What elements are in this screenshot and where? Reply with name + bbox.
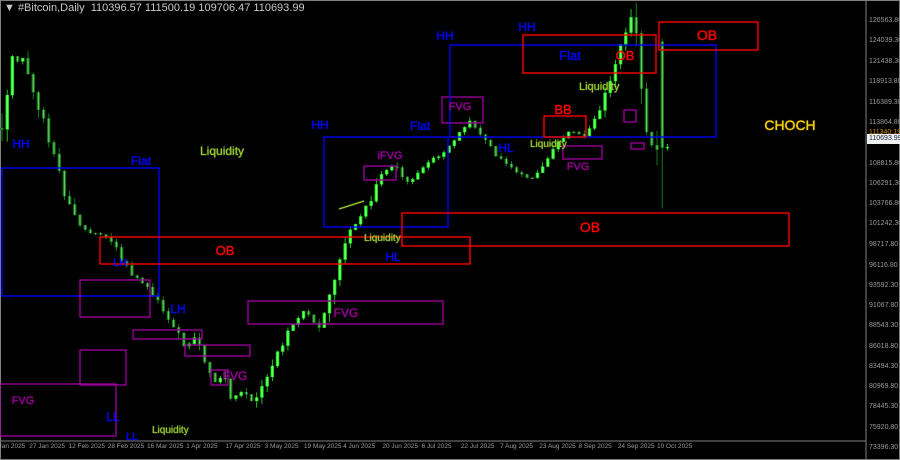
svg-text:Liquidity: Liquidity — [579, 81, 620, 93]
svg-text:LH: LH — [170, 302, 185, 316]
svg-text:OB: OB — [216, 243, 235, 258]
svg-text:Flat: Flat — [559, 48, 581, 63]
svg-text:HH: HH — [518, 20, 535, 34]
svg-text:iFVG: iFVG — [377, 150, 402, 162]
svg-text:OB: OB — [697, 27, 717, 43]
svg-text:LH: LH — [113, 257, 127, 269]
svg-text:HL: HL — [385, 250, 401, 264]
svg-text:BB: BB — [554, 102, 571, 117]
svg-text:OB: OB — [580, 219, 600, 235]
svg-text:HH: HH — [311, 118, 328, 132]
svg-text:HL: HL — [498, 141, 514, 155]
svg-text:FVG: FVG — [12, 395, 35, 407]
svg-text:FVG: FVG — [449, 101, 472, 113]
svg-text:FVG: FVG — [567, 161, 590, 173]
svg-text:Liquidity: Liquidity — [200, 144, 244, 158]
svg-text:FVG: FVG — [223, 369, 248, 383]
svg-text:Liquidity: Liquidity — [364, 233, 401, 244]
svg-text:Flat: Flat — [131, 154, 152, 168]
svg-text:OB: OB — [616, 48, 635, 63]
svg-text:HH: HH — [436, 29, 453, 43]
svg-text:LL: LL — [106, 410, 120, 424]
svg-text:HH: HH — [12, 137, 29, 151]
svg-text:CHOCH: CHOCH — [764, 117, 815, 133]
svg-text:Flat: Flat — [410, 119, 431, 133]
svg-text:FVG: FVG — [334, 306, 359, 320]
svg-text:Liquidity: Liquidity — [152, 425, 189, 436]
svg-text:LL: LL — [126, 431, 138, 443]
svg-text:Liquidity: Liquidity — [530, 139, 567, 150]
